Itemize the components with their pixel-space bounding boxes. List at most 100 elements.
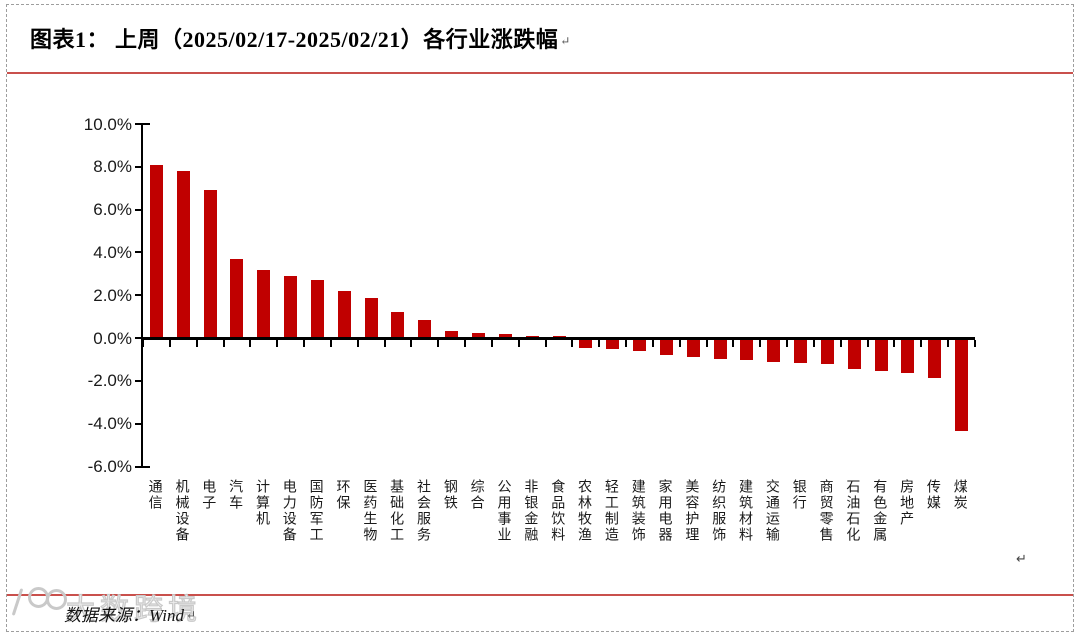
bar <box>149 164 163 339</box>
x-axis-tick <box>276 339 279 347</box>
category-label: 国防军工 <box>308 479 325 543</box>
y-axis-bottom-cap <box>141 465 150 468</box>
bar <box>740 339 754 361</box>
category-label: 建筑装饰 <box>630 479 647 543</box>
category-label: 计算机 <box>254 479 271 527</box>
x-axis-tick <box>732 339 735 347</box>
category-label: 基础化工 <box>389 479 406 543</box>
bar <box>579 339 593 348</box>
y-axis-tick <box>135 165 141 168</box>
x-axis-tick <box>356 339 359 347</box>
paragraph-return-mark: ↵ <box>1016 551 1027 566</box>
y-axis-tick <box>135 379 141 382</box>
x-axis-tick <box>490 339 493 347</box>
x-axis-tick <box>544 339 547 347</box>
x-axis-tick <box>142 339 144 347</box>
x-axis-tick <box>303 339 306 347</box>
category-label: 综合 <box>469 479 486 511</box>
bar <box>847 339 861 370</box>
category-label: 农林牧渔 <box>577 479 594 543</box>
x-axis-tick <box>839 339 842 347</box>
y-axis-top-cap <box>141 123 150 125</box>
bar <box>230 258 244 339</box>
watermark-ring-icon <box>46 589 67 610</box>
x-axis-tick <box>437 339 440 347</box>
paragraph-return-mark: ↵ <box>185 608 197 622</box>
category-label: 通信 <box>147 479 164 511</box>
category-label: 银行 <box>791 479 808 511</box>
data-source-caption: 数据来源：Wind ↵ <box>64 601 196 626</box>
x-axis-tick <box>705 339 708 347</box>
y-axis-tick <box>135 337 141 340</box>
bar <box>820 339 834 364</box>
category-label: 食品饮料 <box>550 479 567 543</box>
x-axis-tick <box>759 339 762 347</box>
bar <box>364 298 378 339</box>
x-axis-tick <box>195 339 198 347</box>
y-axis-tick <box>135 422 141 425</box>
x-axis-tick <box>329 339 332 347</box>
category-label: 环保 <box>335 479 352 511</box>
bar <box>659 339 673 356</box>
y-tick-label: -4.0% <box>87 414 132 434</box>
y-tick-label: 10.0% <box>83 114 132 134</box>
bar <box>445 330 459 339</box>
x-axis-tick <box>168 339 171 347</box>
watermark-text: 大数跨境 <box>65 593 203 626</box>
y-tick-label: 8.0% <box>93 157 132 177</box>
x-axis-tick <box>222 339 225 347</box>
category-label: 公用事业 <box>496 479 513 543</box>
bar <box>955 339 969 432</box>
bar <box>901 339 915 374</box>
x-axis-tick <box>517 339 520 347</box>
data-source-text: 数据来源：Wind <box>64 606 184 625</box>
paragraph-return-mark: ↵ <box>560 34 571 48</box>
y-axis-line <box>141 124 143 467</box>
y-tick-label: -6.0% <box>87 457 132 476</box>
category-label: 钢铁 <box>442 479 459 511</box>
category-label: 交通运输 <box>764 479 781 543</box>
y-axis-tick <box>135 294 141 297</box>
category-label: 社会服务 <box>415 479 432 543</box>
bar <box>284 275 298 339</box>
bar <box>310 280 324 339</box>
x-axis-tick <box>598 339 601 347</box>
bar <box>203 190 217 339</box>
figure-title: 图表1： 上周（2025/02/17-2025/02/21）各行业涨跌幅 ↵ <box>30 22 571 54</box>
x-axis-tick <box>866 339 869 347</box>
y-tick-label: 4.0% <box>93 242 132 262</box>
bar <box>176 171 190 339</box>
title-divider-line <box>7 72 1073 74</box>
x-axis-tick <box>571 339 574 347</box>
x-axis-tick <box>974 339 976 347</box>
bar <box>257 269 271 339</box>
x-axis-tick <box>786 339 789 347</box>
figure-title-text: 图表1： 上周（2025/02/17-2025/02/21）各行业涨跌幅 <box>30 27 559 52</box>
bar <box>418 319 432 339</box>
y-tick-label: 2.0% <box>93 285 132 305</box>
bar <box>928 339 942 378</box>
bar <box>874 339 888 372</box>
bar <box>606 339 620 349</box>
x-axis-tick <box>651 339 654 347</box>
y-axis-tick <box>135 251 141 254</box>
x-axis-tick <box>920 339 923 347</box>
x-axis-tick <box>383 339 386 347</box>
category-label: 房地产 <box>899 479 916 527</box>
category-label: 石油石化 <box>845 479 862 543</box>
category-label: 家用电器 <box>657 479 674 543</box>
bar <box>794 339 808 363</box>
y-tick-label: -2.0% <box>87 371 132 391</box>
bar <box>498 333 512 339</box>
category-label: 汽车 <box>228 479 245 511</box>
category-label: 煤炭 <box>952 479 969 511</box>
category-label: 电子 <box>201 479 218 511</box>
category-label: 医药生物 <box>362 479 379 543</box>
bar <box>686 339 700 358</box>
y-axis-tick <box>135 123 141 125</box>
y-axis-tick <box>135 208 141 211</box>
y-tick-label: 0.0% <box>93 328 132 348</box>
footer-divider-line <box>7 594 1073 596</box>
x-axis-tick <box>812 339 815 347</box>
y-tick-label: 6.0% <box>93 200 132 220</box>
